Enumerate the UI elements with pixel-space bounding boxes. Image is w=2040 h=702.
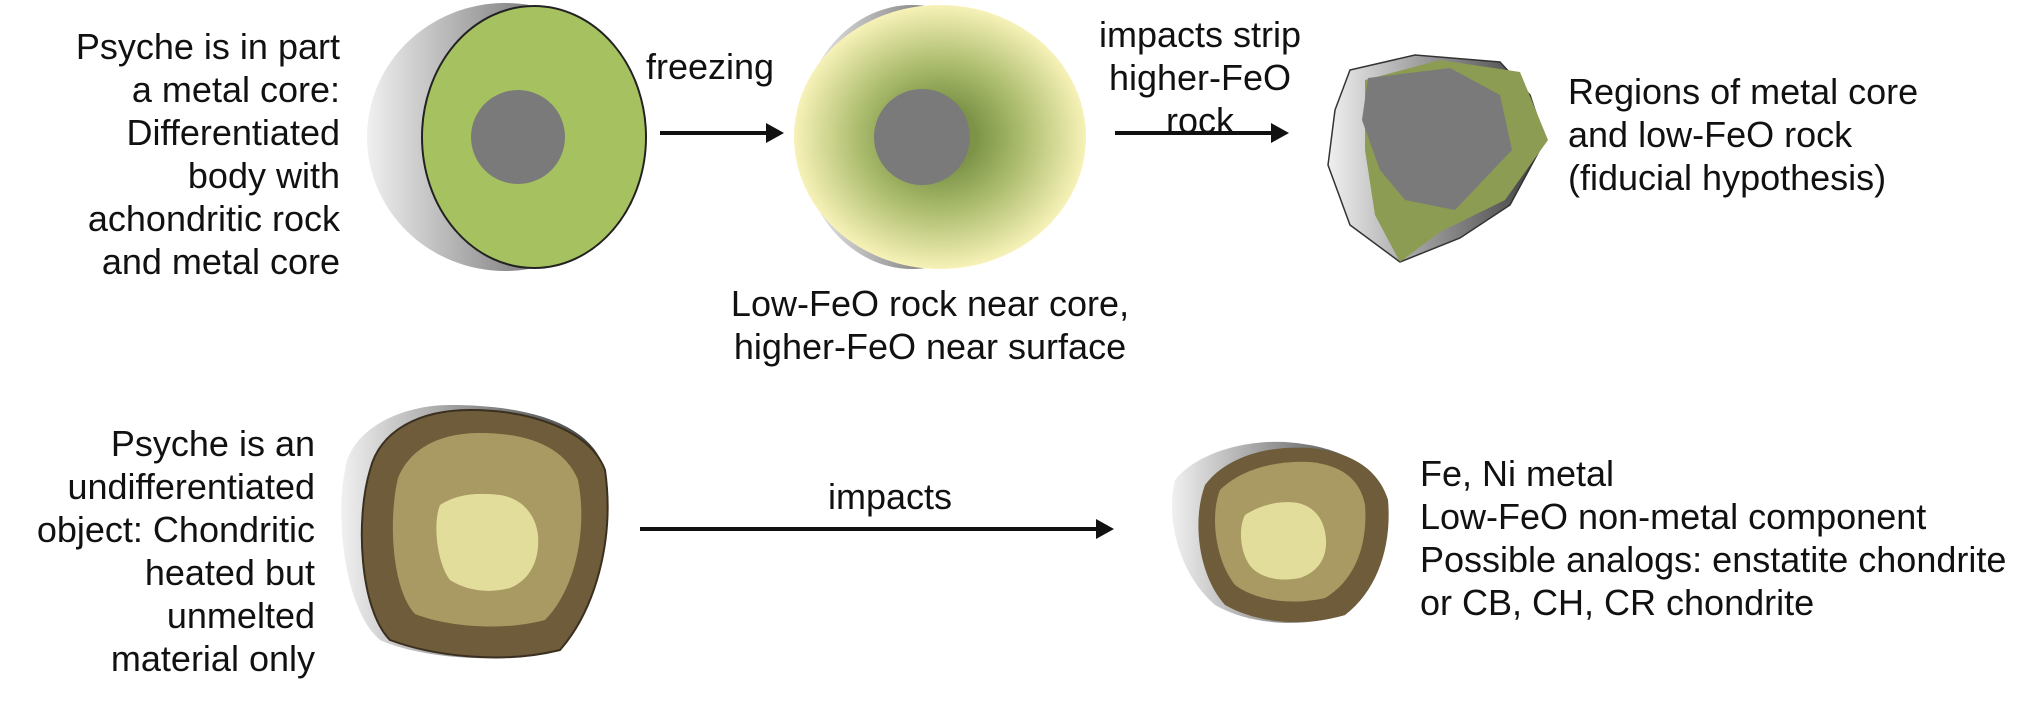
chondrite-analogs-label: Fe, Ni metal Low-FeO non-metal component… (1420, 452, 2020, 624)
label-line: and metal core (101, 241, 340, 282)
inner-layer (1240, 502, 1327, 580)
undifferentiated-body-shape (341, 405, 609, 659)
label-line: rock (1165, 100, 1234, 141)
label-line: or CB, CH, CR chondrite (1420, 582, 1815, 623)
label-line: object: Chondritic (36, 509, 315, 550)
label-line: body with (187, 155, 340, 196)
stripped-body-shape (1327, 54, 1548, 263)
freezing-arrow (660, 123, 784, 143)
label-line: Psyche is an (110, 423, 315, 464)
metal-core (471, 90, 565, 184)
label-line: Possible analogs: enstatite chondrite (1420, 539, 2007, 580)
fiducial-hypothesis-label: Regions of metal core and low-FeO rock (… (1568, 70, 1948, 199)
label-line: impacts (827, 476, 953, 517)
metal-core-region (1362, 68, 1512, 210)
inner-layer (436, 493, 539, 591)
label-line: unmelted (166, 595, 315, 636)
label-line: Low-FeO non-metal component (1420, 496, 1927, 537)
label-line: achondritic rock (87, 198, 340, 239)
label-line: undifferentiated (67, 466, 315, 507)
label-line: higher-FeO near surface (733, 326, 1127, 367)
label-line: Low-FeO rock near core, (730, 283, 1130, 324)
fragmented-body-shape (1171, 441, 1389, 623)
label-line: (fiducial hypothesis) (1568, 157, 1887, 198)
metal-core (874, 89, 970, 185)
freezing-label: freezing (640, 45, 780, 88)
differentiated-body-sphere (367, 3, 647, 271)
impacts-label: impacts (740, 475, 1040, 518)
impacts-strip-label: impacts strip higher-FeO rock (1080, 13, 1320, 142)
label-line: Differentiated (126, 112, 340, 153)
label-line: Regions of metal core (1568, 71, 1919, 112)
core-rock-gradient-caption: Low-FeO rock near core, higher-FeO near … (700, 282, 1160, 368)
label-line: impacts strip (1098, 14, 1302, 55)
undifferentiated-hypothesis-label: Psyche is an undifferentiated object: Ch… (0, 422, 315, 680)
label-line: heated but (144, 552, 315, 593)
label-line: and low-FeO rock (1568, 114, 1853, 155)
label-line: Psyche is in part (75, 26, 340, 67)
frozen-body-sphere (794, 5, 1086, 269)
label-line: a metal core: (131, 69, 340, 110)
label-line: material only (110, 638, 315, 679)
differentiated-hypothesis-label: Psyche is in part a metal core: Differen… (40, 25, 340, 283)
impacts-arrow (640, 519, 1114, 539)
label-line: higher-FeO (1108, 57, 1292, 98)
impacts-strip-arrow (1115, 123, 1289, 143)
label-line: freezing (645, 46, 775, 87)
label-line: Fe, Ni metal (1420, 453, 1615, 494)
